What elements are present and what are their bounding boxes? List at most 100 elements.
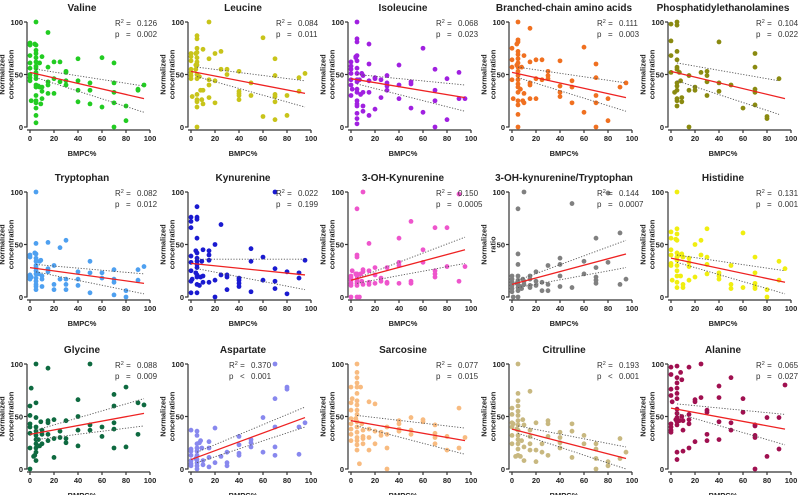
data-point xyxy=(617,282,623,287)
data-point xyxy=(533,57,539,63)
data-point xyxy=(384,280,390,286)
x-tick-label: 80 xyxy=(122,476,130,485)
x-tick-label: 20 xyxy=(691,304,699,313)
p-value: 0.0007 xyxy=(619,200,644,209)
data-point xyxy=(188,214,194,220)
data-point xyxy=(354,121,360,127)
data-point xyxy=(111,420,117,426)
data-point xyxy=(45,64,51,70)
confidence-band-lower xyxy=(35,425,145,441)
data-point xyxy=(33,458,39,463)
x-tick-label: 0 xyxy=(349,304,353,313)
data-point xyxy=(557,273,563,279)
x-tick-label: 60 xyxy=(259,134,267,143)
data-point xyxy=(248,289,254,295)
data-point xyxy=(194,50,200,55)
data-point xyxy=(686,124,692,130)
p-value: 0.009 xyxy=(137,372,158,381)
x-tick-label: 20 xyxy=(211,304,219,313)
data-point xyxy=(111,124,117,130)
data-point xyxy=(27,65,33,71)
data-point xyxy=(674,189,680,195)
p-value-operator: = xyxy=(447,30,452,39)
data-point xyxy=(605,118,611,124)
data-point xyxy=(545,263,551,268)
data-point xyxy=(515,52,521,57)
x-tick-label: 100 xyxy=(465,476,478,485)
x-axis-label: BMPC% xyxy=(550,491,579,495)
x-tick-label: 80 xyxy=(283,134,291,143)
data-point xyxy=(384,466,390,472)
data-point xyxy=(99,55,105,61)
data-point xyxy=(776,258,782,264)
x-tick-label: 20 xyxy=(532,304,540,313)
x-axis-label: BMPC% xyxy=(229,149,258,158)
data-point xyxy=(593,93,599,98)
data-point xyxy=(557,94,563,99)
data-point xyxy=(272,99,278,105)
data-point xyxy=(200,87,206,93)
data-point xyxy=(366,447,372,453)
data-point xyxy=(63,282,69,287)
data-point xyxy=(515,102,521,108)
regression-line xyxy=(350,249,466,281)
data-point xyxy=(348,384,354,390)
data-point xyxy=(206,95,212,100)
data-point xyxy=(248,440,254,446)
y-axis-label: Normalized xyxy=(319,54,328,95)
r-squared-label: R2 = xyxy=(276,189,292,198)
data-point xyxy=(33,400,39,406)
r-squared-label: R2 = xyxy=(597,361,613,370)
data-point xyxy=(462,264,468,269)
data-point xyxy=(593,441,599,447)
data-point xyxy=(348,438,354,444)
data-point xyxy=(188,76,194,82)
regression-line xyxy=(29,71,145,100)
data-point xyxy=(354,71,360,76)
y-axis-label: concentration xyxy=(648,219,657,269)
data-point xyxy=(194,235,200,241)
y-axis-label: Normalized xyxy=(159,224,168,265)
panel-title: 3-OH-Kynurenine xyxy=(362,173,445,184)
data-point xyxy=(37,60,42,66)
data-point xyxy=(752,51,758,56)
x-tick-label: 0 xyxy=(510,304,514,313)
data-point xyxy=(515,441,521,447)
data-point xyxy=(135,87,141,93)
data-point xyxy=(33,19,39,25)
x-tick-label: 0 xyxy=(28,134,32,143)
data-point xyxy=(432,124,438,130)
r-squared-label: R2 = xyxy=(436,189,452,198)
x-axis-label: BMPC% xyxy=(229,491,258,495)
data-point xyxy=(188,452,194,458)
data-point xyxy=(384,73,390,78)
data-point xyxy=(349,396,355,402)
data-point xyxy=(38,101,44,107)
data-point xyxy=(296,451,302,457)
x-tick-label: 20 xyxy=(691,476,699,485)
x-tick-label: 0 xyxy=(510,134,514,143)
panel-sarcosine: Sarcosine 0 50 100 0 20 40 60 80 100 BMPC% Normaliz… xyxy=(319,345,479,495)
data-point xyxy=(260,415,266,420)
data-point xyxy=(432,435,438,440)
panel-alanine: Alanine 0 50 100 0 20 40 60 80 100 BMPC% Normalized… xyxy=(639,345,798,495)
data-point xyxy=(272,73,278,78)
x-tick-label: 60 xyxy=(580,304,588,313)
data-point xyxy=(515,361,521,367)
p-value-label: p xyxy=(276,30,281,39)
y-tick-label: 50 xyxy=(497,412,505,421)
p-value: 0.001 xyxy=(778,200,798,209)
y-axis-label: ratio xyxy=(489,236,498,253)
data-point xyxy=(123,118,129,124)
p-value-operator: = xyxy=(447,372,452,381)
data-point xyxy=(782,382,788,388)
x-tick-label: 100 xyxy=(465,304,478,313)
regression-line xyxy=(350,420,466,442)
data-point xyxy=(623,80,629,86)
data-points xyxy=(668,361,788,472)
p-value-label: p xyxy=(436,200,441,209)
data-point xyxy=(45,240,51,245)
data-point xyxy=(557,284,563,289)
y-tick-label: 100 xyxy=(331,188,344,197)
data-point xyxy=(698,252,704,258)
